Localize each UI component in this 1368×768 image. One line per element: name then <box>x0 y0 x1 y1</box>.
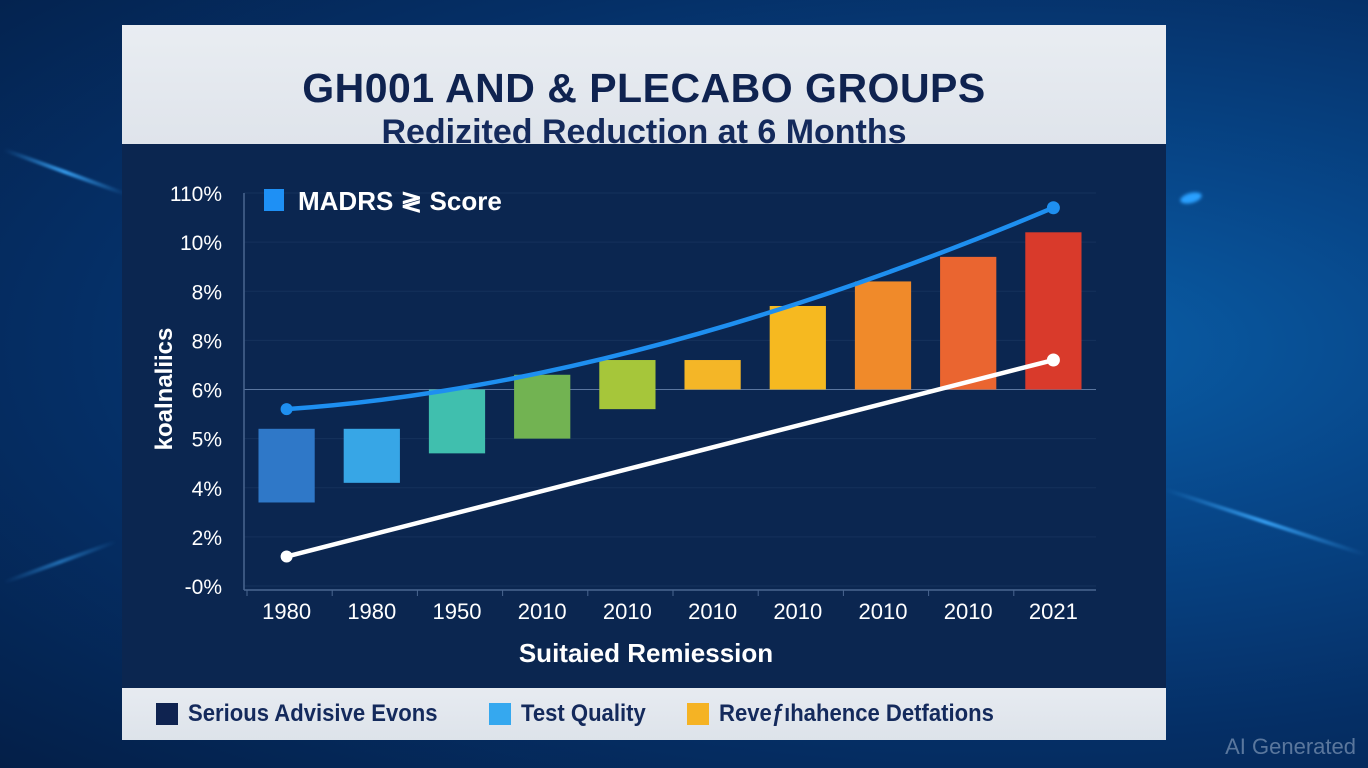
ai-generated-watermark: AI Generated <box>1225 734 1356 759</box>
inline-legend: MADRS ≷ Score <box>264 186 502 216</box>
y-tick-label: 8% <box>192 330 222 353</box>
bar <box>428 389 486 454</box>
legend-label: Test Quality <box>521 700 646 727</box>
legend-swatch <box>686 703 709 725</box>
y-tick-label: 10% <box>180 232 222 255</box>
y-tick-label: -0% <box>185 576 222 599</box>
light-streak <box>3 147 127 197</box>
legend-swatch <box>156 703 178 725</box>
x-tick-label: 2010 <box>688 599 737 624</box>
x-tick-label: 1950 <box>433 599 482 624</box>
y-tick-label: 4% <box>192 478 222 501</box>
line-point <box>280 403 293 416</box>
x-tick-label: 2010 <box>859 599 908 624</box>
line-point <box>280 550 293 563</box>
y-axis-title: koalnaliics <box>151 328 178 451</box>
light-streak <box>1164 487 1366 557</box>
legend-label: Reveƒıhahence Detfations <box>718 700 994 727</box>
x-tick-label: 1980 <box>262 599 311 624</box>
legend-swatch <box>489 703 512 725</box>
light-glow <box>1179 190 1203 206</box>
legend-item-serious-advisive-evons: Serious Advisive Evons <box>156 700 459 728</box>
bar <box>514 374 571 439</box>
bar-layer <box>258 232 1082 503</box>
line-point <box>1046 353 1060 367</box>
chart-header: GH001 AND & PLECABO GROUPS Redizited Red… <box>122 25 1166 151</box>
chart-panel: -0% 2% 4% 5% 6% 8% 8% 10% 110% 1980 1980 1950 2010 20… <box>122 144 1166 688</box>
inline-legend-label: MADRS ≷ Score <box>298 186 502 216</box>
line-series-madrs-score <box>284 205 1056 412</box>
line-series-placebo <box>284 357 1056 559</box>
legend-item-test-quality: Test Quality <box>489 700 657 728</box>
line-layer <box>280 201 1060 563</box>
legend-item-detfations: Reveƒıhahence Detfations <box>686 700 1018 728</box>
y-tick-label: 2% <box>192 527 222 550</box>
y-tick-label: 5% <box>192 429 222 452</box>
x-tick-label: 2021 <box>1029 599 1078 624</box>
bar <box>599 360 656 410</box>
line-point <box>1046 201 1060 215</box>
x-tick-label: 2010 <box>773 599 822 624</box>
legend-label: Serious Advisive Evons <box>188 700 438 727</box>
x-tick-label: 2010 <box>518 599 567 624</box>
bar <box>258 428 315 503</box>
bar <box>769 305 826 390</box>
chart-svg: -0% 2% 4% 5% 6% 8% 8% 10% 110% 1980 1980 1950 2010 20… <box>151 183 1096 668</box>
x-axis-title: Suitaied Remiession <box>519 638 773 668</box>
x-tick-label: 2010 <box>603 599 652 624</box>
axis-layer: -0% 2% 4% 5% 6% 8% 8% 10% 110% 1980 1980 1950 2010 20… <box>170 183 1096 624</box>
bar <box>940 256 997 390</box>
light-streak <box>2 539 118 585</box>
y-tick-label: 6% <box>192 380 222 403</box>
bar <box>854 281 912 390</box>
bar <box>684 360 741 390</box>
legend: Serious Advisive Evons Test Quality Reve… <box>122 688 1166 740</box>
y-tick-label: 8% <box>192 281 222 304</box>
inline-legend-swatch <box>264 189 284 211</box>
x-tick-label: 1980 <box>347 599 396 624</box>
bar <box>343 428 400 483</box>
y-tick-label: 110% <box>170 183 222 206</box>
x-tick-label: 2010 <box>944 599 993 624</box>
chart-title: GH001 AND & PLECABO GROUPS <box>302 65 986 111</box>
